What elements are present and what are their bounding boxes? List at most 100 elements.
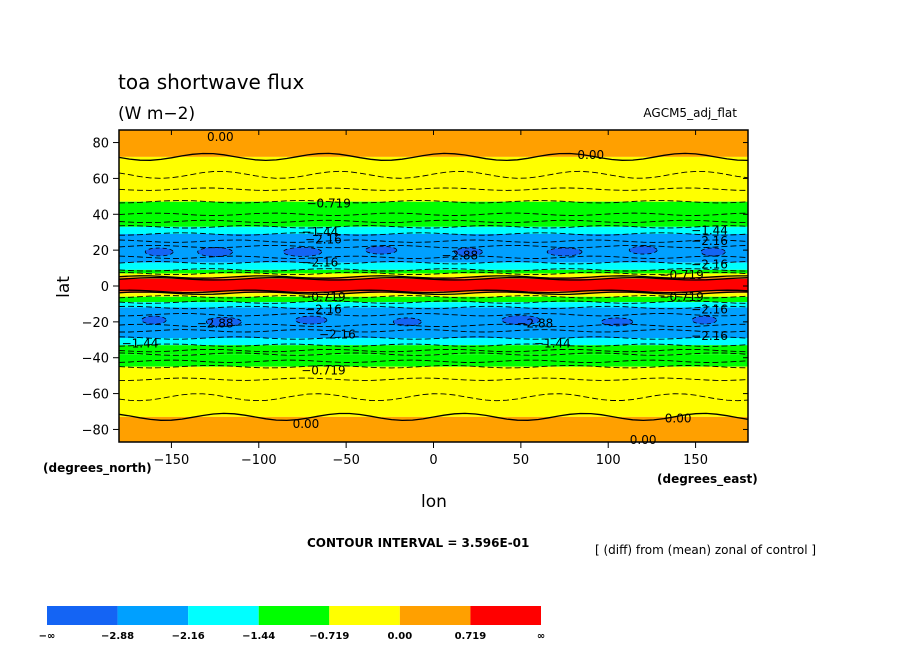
contour-value-label: −0.719 [659, 268, 703, 282]
contour-band [119, 354, 748, 367]
min-value-patch [546, 247, 583, 257]
contour-line [118, 336, 749, 340]
contour-line [118, 352, 749, 356]
contour-line [118, 365, 749, 369]
min-value-patch [628, 245, 658, 255]
contour-value-label: −2.16 [691, 234, 728, 248]
x-tick-label: −100 [241, 453, 277, 468]
chart-units: (W m−2) [118, 104, 195, 124]
x-axis-label: lon [421, 492, 447, 512]
contour-line [118, 343, 749, 347]
contour-labels: 0.000.00−0.719−1.44−2.16−2.88−1.44−2.16−… [122, 130, 728, 447]
y-unit-label: (degrees_north) [43, 461, 152, 476]
x-tick-label: 50 [513, 453, 530, 468]
contour-value-label: −1.44 [122, 336, 159, 350]
x-tick-label: 100 [596, 453, 621, 468]
x-unit-label: (degrees_east) [657, 472, 758, 487]
model-label: AGCM5_adj_flat [643, 106, 737, 120]
contour-band [119, 296, 748, 303]
contour-line [118, 255, 749, 259]
contour-value-label: −1.44 [534, 336, 571, 350]
min-value-patch [364, 245, 398, 255]
contour-value-label: −1.44 [302, 225, 339, 239]
contour-value-label: −2.16 [305, 232, 342, 246]
min-value-patch [691, 315, 717, 325]
contour-value-label: −2.16 [302, 256, 339, 270]
contour-line [118, 291, 748, 296]
colorbar-swatch [470, 606, 541, 625]
contour-band [119, 278, 748, 292]
y-tick-label: 40 [92, 208, 109, 223]
plot-area [119, 130, 748, 442]
contour-value-label: −2.88 [516, 317, 553, 331]
contour-value-label: 0.00 [630, 433, 657, 447]
contour-value-label: −0.719 [301, 363, 345, 377]
contour-line [118, 313, 749, 317]
y-tick-label: −80 [82, 423, 109, 438]
chart-title: toa shortwave flux [118, 70, 304, 94]
contour-value-label: −2.16 [691, 302, 728, 316]
y-tick-label: −60 [82, 388, 109, 403]
min-value-patch [141, 315, 167, 325]
colorbar-label: −∞ [39, 631, 56, 642]
min-value-patch [197, 247, 233, 257]
contour-band [119, 302, 748, 308]
colorbar-label: −2.16 [172, 631, 205, 642]
min-value-patch [295, 315, 328, 325]
contour-line [118, 152, 749, 162]
contour-line [118, 232, 749, 236]
contour-line [118, 268, 749, 272]
footnote-text: [ (diff) from (mean) zonal of control ] [595, 543, 816, 557]
y-axis-label: lat [54, 276, 74, 298]
y-tick-label: 60 [92, 172, 109, 187]
contour-value-label: 0.00 [207, 130, 234, 144]
contour-value-label: −0.719 [306, 197, 350, 211]
contour-band [119, 338, 748, 346]
colorbar-label: ∞ [537, 631, 545, 642]
contour-band [119, 156, 748, 202]
min-value-patch [205, 316, 242, 327]
contour-line [118, 271, 749, 276]
min-value-patch [392, 317, 422, 327]
y-tick-label: 80 [92, 137, 109, 152]
colorbar-swatch [117, 606, 189, 625]
contour-band [119, 366, 748, 417]
y-tick-label: −20 [82, 316, 109, 331]
colorbar-label: 0.719 [455, 631, 487, 642]
contour-line [118, 393, 749, 402]
x-axis-ticks: −150 −100 −50 0 50 100 150 [154, 130, 708, 468]
contour-value-label: −2.16 [691, 257, 728, 271]
contour-line [118, 170, 749, 179]
contour-line [119, 329, 749, 333]
contour-line [118, 289, 749, 294]
min-value-patch [501, 315, 541, 325]
contour-value-label: −2.88 [441, 249, 478, 263]
x-tick-label: 150 [683, 453, 708, 468]
contour-line [118, 225, 749, 229]
contour-line [118, 295, 749, 299]
contour-value-label: −2.88 [197, 317, 234, 331]
contour-interval-text: CONTOUR INTERVAL = 3.596E-01 [307, 536, 529, 550]
contour-line [118, 187, 749, 191]
contour-value-label: −1.44 [691, 223, 728, 237]
contour-line [118, 244, 749, 249]
contour-lines [118, 152, 749, 422]
colorbar-label: 0.00 [388, 631, 413, 642]
contour-line [118, 200, 749, 204]
contour-line [118, 276, 749, 281]
contour-value-label: −2.16 [305, 302, 342, 316]
x-tick-label: −50 [332, 453, 359, 468]
colorbar-label: −2.88 [101, 631, 134, 642]
contour-line [118, 305, 749, 310]
contour-line [118, 323, 748, 328]
contour-band [119, 262, 748, 270]
colorbar-swatch [329, 606, 400, 625]
contour-line [118, 412, 749, 422]
y-tick-label: −40 [82, 352, 109, 367]
min-value-patch [144, 247, 174, 257]
colorbar-swatch [47, 606, 118, 625]
contour-line [118, 348, 749, 353]
contour-band [119, 416, 748, 442]
colorbar-legend [47, 606, 541, 625]
